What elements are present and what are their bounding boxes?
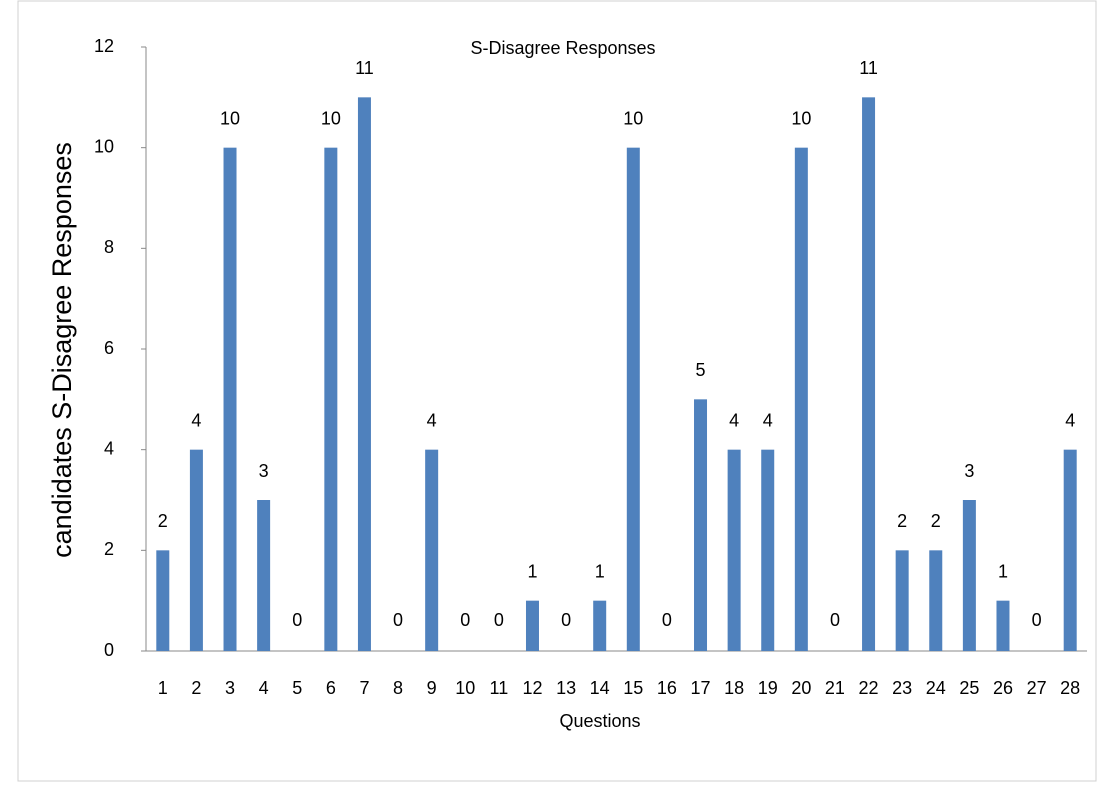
data-label: 4 bbox=[191, 410, 201, 430]
x-tick-label: 13 bbox=[556, 678, 576, 698]
x-tick-label: 11 bbox=[490, 678, 509, 698]
x-tick-label: 3 bbox=[225, 678, 235, 698]
bar bbox=[694, 399, 708, 651]
data-label: 11 bbox=[355, 58, 374, 78]
x-tick-label: 1 bbox=[158, 678, 168, 698]
y-tick-label: 8 bbox=[104, 237, 114, 257]
x-tick-label: 23 bbox=[892, 678, 912, 698]
bar bbox=[257, 500, 271, 651]
x-tick-label: 16 bbox=[657, 678, 677, 698]
data-label: 0 bbox=[830, 610, 840, 630]
x-tick-label: 12 bbox=[522, 678, 542, 698]
data-label: 1 bbox=[998, 561, 1008, 581]
x-tick-label: 5 bbox=[292, 678, 302, 698]
x-tick-label: 21 bbox=[825, 678, 845, 698]
x-tick-label: 9 bbox=[427, 678, 437, 698]
data-label: 10 bbox=[791, 108, 811, 128]
x-tick-label: 24 bbox=[926, 678, 946, 698]
x-tick-label: 26 bbox=[993, 678, 1013, 698]
x-tick-label: 27 bbox=[1027, 678, 1047, 698]
bar bbox=[593, 600, 607, 651]
data-label: 4 bbox=[427, 410, 437, 430]
chart-title: S-Disagree Responses bbox=[470, 38, 655, 58]
bar bbox=[794, 147, 808, 651]
data-label: 10 bbox=[220, 108, 240, 128]
x-tick-label: 14 bbox=[590, 678, 610, 698]
data-label: 5 bbox=[696, 360, 706, 380]
data-label: 10 bbox=[321, 108, 341, 128]
y-tick-label: 0 bbox=[104, 640, 114, 660]
bar bbox=[727, 449, 741, 651]
bar bbox=[895, 550, 909, 651]
data-label: 2 bbox=[158, 511, 168, 531]
chart-frame bbox=[17, 0, 1097, 782]
bar bbox=[357, 97, 371, 652]
y-tick-label: 10 bbox=[94, 136, 114, 156]
bar bbox=[156, 550, 170, 651]
data-label: 3 bbox=[259, 461, 269, 481]
data-label: 0 bbox=[292, 610, 302, 630]
y-axis-title: candidates S-Disagree Responses bbox=[47, 142, 77, 558]
data-label: 4 bbox=[729, 410, 739, 430]
data-label: 10 bbox=[623, 108, 643, 128]
x-tick-label: 19 bbox=[758, 678, 778, 698]
x-tick-label: 4 bbox=[259, 678, 269, 698]
bar bbox=[862, 97, 876, 652]
bar bbox=[525, 600, 539, 651]
y-tick-label: 6 bbox=[104, 338, 114, 358]
data-label: 3 bbox=[964, 461, 974, 481]
bar bbox=[324, 147, 338, 651]
data-label: 1 bbox=[527, 561, 537, 581]
data-label: 0 bbox=[561, 610, 571, 630]
data-label: 4 bbox=[763, 410, 773, 430]
data-label: 2 bbox=[897, 511, 907, 531]
x-tick-label: 18 bbox=[724, 678, 744, 698]
x-tick-label: 25 bbox=[959, 678, 979, 698]
data-label: 11 bbox=[859, 58, 878, 78]
bar bbox=[962, 500, 976, 651]
bar bbox=[223, 147, 237, 651]
data-label: 1 bbox=[595, 561, 605, 581]
x-tick-label: 22 bbox=[859, 678, 879, 698]
data-label: 4 bbox=[1065, 410, 1075, 430]
x-tick-label: 8 bbox=[393, 678, 403, 698]
x-tick-label: 20 bbox=[791, 678, 811, 698]
bar bbox=[425, 449, 439, 651]
bar bbox=[996, 600, 1010, 651]
bar bbox=[929, 550, 943, 651]
x-tick-label: 17 bbox=[691, 678, 711, 698]
y-tick-label: 4 bbox=[104, 438, 114, 458]
bar bbox=[761, 449, 775, 651]
x-tick-label: 7 bbox=[359, 678, 369, 698]
data-label: 0 bbox=[494, 610, 504, 630]
x-tick-label: 15 bbox=[623, 678, 643, 698]
x-tick-label: 6 bbox=[326, 678, 336, 698]
x-tick-label: 2 bbox=[191, 678, 201, 698]
data-label: 2 bbox=[931, 511, 941, 531]
y-tick-label: 12 bbox=[94, 36, 114, 56]
bar bbox=[626, 147, 640, 651]
y-tick-label: 2 bbox=[104, 539, 114, 559]
data-label: 0 bbox=[1032, 610, 1042, 630]
data-label: 0 bbox=[460, 610, 470, 630]
x-tick-label: 10 bbox=[455, 678, 475, 698]
data-label: 0 bbox=[662, 610, 672, 630]
bar bbox=[1063, 449, 1077, 651]
bar bbox=[189, 449, 203, 651]
x-tick-label: 28 bbox=[1060, 678, 1080, 698]
data-label: 0 bbox=[393, 610, 403, 630]
x-axis-title: Questions bbox=[559, 711, 640, 731]
